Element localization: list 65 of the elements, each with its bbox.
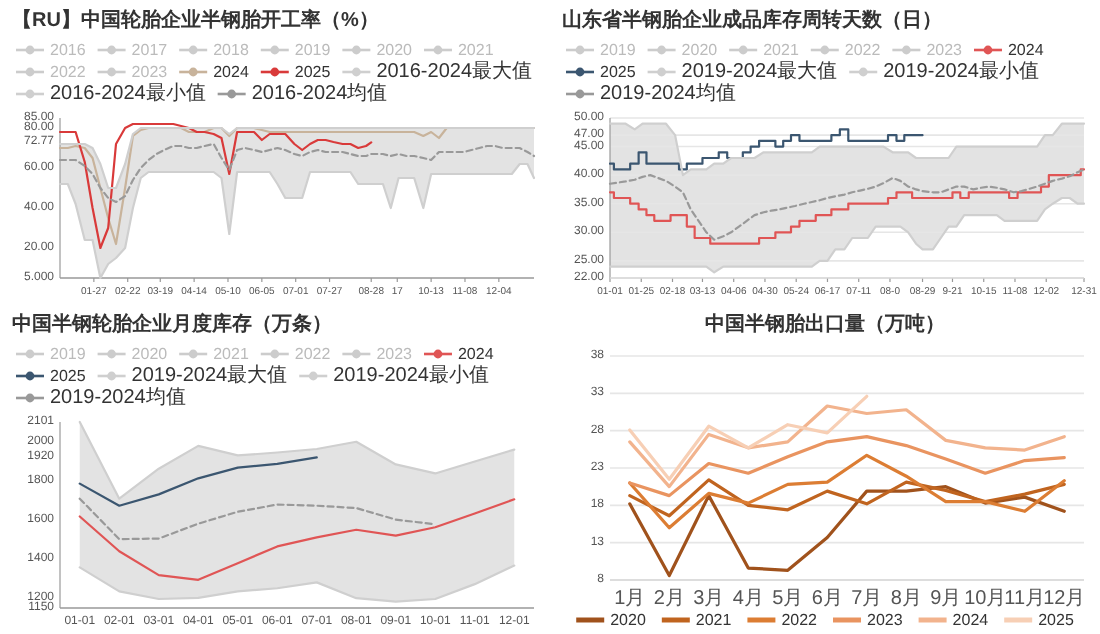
line-series xyxy=(628,478,1066,518)
line-series xyxy=(628,435,1066,498)
legend-label: 2017 xyxy=(131,41,169,59)
legend-label: 2023 xyxy=(131,63,169,81)
legend-label: 2025 xyxy=(600,63,637,81)
line-series xyxy=(628,404,1066,489)
chart-title: 中国半钢胎出口量（万吨） xyxy=(705,312,945,336)
legend-label: 2022 xyxy=(844,41,882,59)
legend-label: 2023 xyxy=(376,345,414,363)
x-tick-label: 9月 xyxy=(930,588,962,610)
line-series xyxy=(78,498,516,581)
x-tick-label: 6月 xyxy=(811,588,843,610)
legend-label: 2024 xyxy=(952,611,990,629)
x-tick-label: 12月 xyxy=(1043,588,1086,610)
legend-label: 2021 xyxy=(213,345,250,363)
line-series xyxy=(628,453,1066,530)
legend-label: 2016-2024均值 xyxy=(251,81,388,105)
legend-label: 2019-2024最大值 xyxy=(131,363,288,387)
legend-label: 2018 xyxy=(213,41,250,59)
legend-label: 2019-2024均值 xyxy=(50,385,186,409)
legend-label: 2019-2024最小值 xyxy=(333,363,489,387)
legend-label: 2019-2024最小值 xyxy=(883,59,1039,83)
legend-label: 2025 xyxy=(1038,611,1075,629)
legend-label: 2019 xyxy=(50,345,87,363)
legend-label: 2020 xyxy=(131,345,169,363)
legend-label: 2016 xyxy=(50,41,87,59)
line-series xyxy=(58,122,373,250)
line-series xyxy=(78,497,437,541)
legend-label: 2020 xyxy=(610,611,647,629)
x-tick-label: 11月 xyxy=(1004,588,1046,610)
x-tick-label: 1月 xyxy=(614,588,646,610)
x-tick-label: 8月 xyxy=(890,588,922,610)
x-tick-label: 2月 xyxy=(653,588,685,610)
line-series xyxy=(628,394,869,481)
legend-label: 2021 xyxy=(457,41,495,59)
legend-label: 2020 xyxy=(376,41,414,59)
legend-label: 2016-2024最大值 xyxy=(376,59,533,83)
legend-label: 2019 xyxy=(294,41,332,59)
legend-label: 2023 xyxy=(926,41,964,59)
legend-label: 2019-2024均值 xyxy=(600,81,736,105)
legend-label: 2024 xyxy=(457,345,495,363)
legend-label: 2020 xyxy=(681,41,719,59)
legend-label: 2024 xyxy=(1007,41,1045,59)
legend-label: 2021 xyxy=(695,611,733,629)
legend-label: 2023 xyxy=(867,611,904,629)
x-tick-label: 3月 xyxy=(693,588,725,610)
legend-label: 2021 xyxy=(763,41,800,59)
legend-label: 2025 xyxy=(294,63,332,81)
chart-title: 山东省半钢胎企业成品库存周转天数（日） xyxy=(562,8,942,32)
legend-label: 2019-2024最大值 xyxy=(681,59,838,83)
legend-label: 2024 xyxy=(213,63,250,81)
legend-label: 2022 xyxy=(50,63,87,81)
x-tick-label: 10月 xyxy=(964,588,1007,610)
legend-label: 2019 xyxy=(600,41,637,59)
legend-label: 2022 xyxy=(781,611,819,629)
chart-title: 【RU】中国轮胎企业半钢胎开工率（%） xyxy=(12,8,379,32)
x-tick-label: 7月 xyxy=(851,588,883,610)
x-tick-label: 4月 xyxy=(732,588,764,610)
x-tick-label: 5月 xyxy=(772,588,804,610)
legend-label: 2025 xyxy=(50,367,87,385)
line-series xyxy=(628,485,1066,578)
line-series xyxy=(78,456,318,507)
chart-title: 中国半钢轮胎企业月度库存（万条） xyxy=(12,312,332,336)
legend-label: 2022 xyxy=(294,345,332,363)
legend-label: 2016-2024最小值 xyxy=(50,81,206,105)
